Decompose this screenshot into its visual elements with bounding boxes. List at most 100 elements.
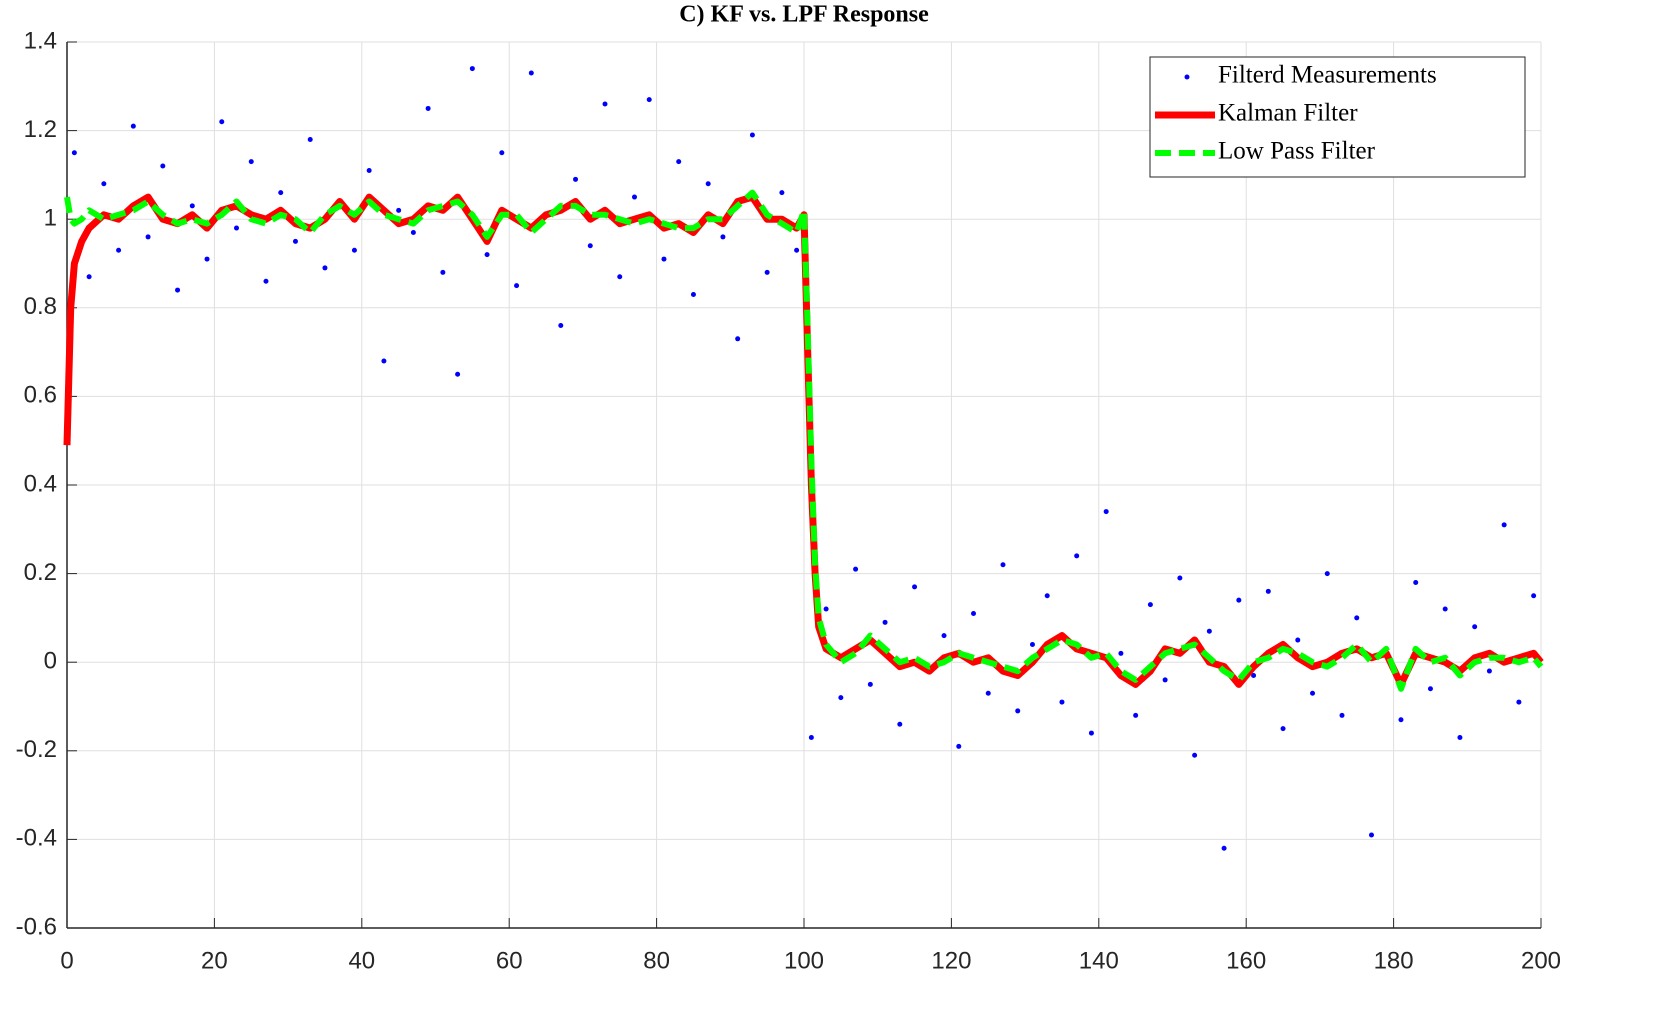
data-point [204,256,210,262]
data-point [145,234,151,240]
data-point [322,265,328,271]
x-tick-label: 120 [931,947,971,974]
data-point [779,190,785,196]
data-point [234,225,240,231]
data-point [573,176,579,182]
data-point [1368,832,1374,838]
data-point [1310,690,1316,696]
data-point [1118,650,1124,656]
x-tick-label: 100 [784,947,824,974]
data-point [1000,562,1006,568]
data-point [1029,641,1035,647]
x-tick-label: 180 [1374,947,1414,974]
data-point [690,292,696,298]
legend-label: Low Pass Filter [1218,138,1376,165]
data-point [617,274,623,280]
data-point [1162,677,1168,683]
data-point [1265,588,1271,594]
data-point [1501,522,1507,528]
data-point [1486,668,1492,674]
data-point [661,256,667,262]
data-point [1074,553,1080,559]
data-point [484,252,490,258]
lpf-line [64,189,1544,692]
data-point [1059,699,1065,705]
data-point [101,181,107,187]
data-point [1516,699,1522,705]
data-point [307,136,313,142]
data-point [219,119,225,125]
data-point [1221,845,1227,851]
data-point [71,150,77,156]
data-point [882,619,888,625]
data-point [897,721,903,727]
data-point [1192,752,1198,758]
data-point [440,269,446,275]
data-point [469,66,475,72]
y-tick-label: 0 [44,648,57,675]
data-point [1398,717,1404,723]
data-point [130,123,136,129]
legend-label: Kalman Filter [1218,100,1358,127]
data-point [676,159,682,165]
x-tick-label: 160 [1226,947,1266,974]
data-point [853,566,859,572]
data-point [1413,579,1419,585]
y-tick-label: 0.8 [24,293,57,320]
data-point [1015,708,1021,714]
data-point [1251,672,1257,678]
data-point [175,287,181,293]
data-point [351,247,357,253]
data-point [1236,597,1242,603]
y-tick-label: 1.4 [24,27,57,54]
legend-label: Filterd Measurements [1218,62,1437,89]
data-point [838,695,844,701]
data-point [248,159,254,165]
data-point [499,150,505,156]
data-point [867,681,873,687]
x-tick-label: 0 [60,947,73,974]
data-point [189,203,195,209]
data-point [292,238,298,244]
x-tick-label: 40 [348,947,375,974]
data-point [425,105,431,111]
data-point [705,181,711,187]
y-tick-label: 0.6 [24,382,57,409]
data-point [86,274,92,280]
data-point [1044,593,1050,599]
data-point [794,247,800,253]
data-point [1427,686,1433,692]
legend-marker [1184,74,1190,80]
data-point [602,101,608,107]
data-point [278,190,284,196]
data-point [528,70,534,76]
data-point [971,610,977,616]
data-point [514,283,520,289]
data-point [381,358,387,364]
data-point [1339,712,1345,718]
data-point [116,247,122,253]
data-point [1133,712,1139,718]
y-tick-label: -0.6 [16,913,57,940]
data-point [808,735,814,741]
data-point [1442,606,1448,612]
data-point [1280,726,1286,732]
data-point [1103,509,1109,515]
x-tick-label: 60 [496,947,523,974]
data-point [956,743,962,749]
data-point [1177,575,1183,581]
data-point [1472,624,1478,630]
chart-title: C) KF vs. LPF Response [679,2,929,28]
data-point [720,234,726,240]
data-point [1531,593,1537,599]
y-tick-label: -0.4 [16,825,57,852]
y-tick-label: 1.2 [24,116,57,143]
data-point [1147,602,1153,608]
data-point [941,633,947,639]
x-tick-label: 200 [1521,947,1561,974]
data-point [912,584,918,590]
data-point [455,371,461,377]
data-point [1324,571,1330,577]
